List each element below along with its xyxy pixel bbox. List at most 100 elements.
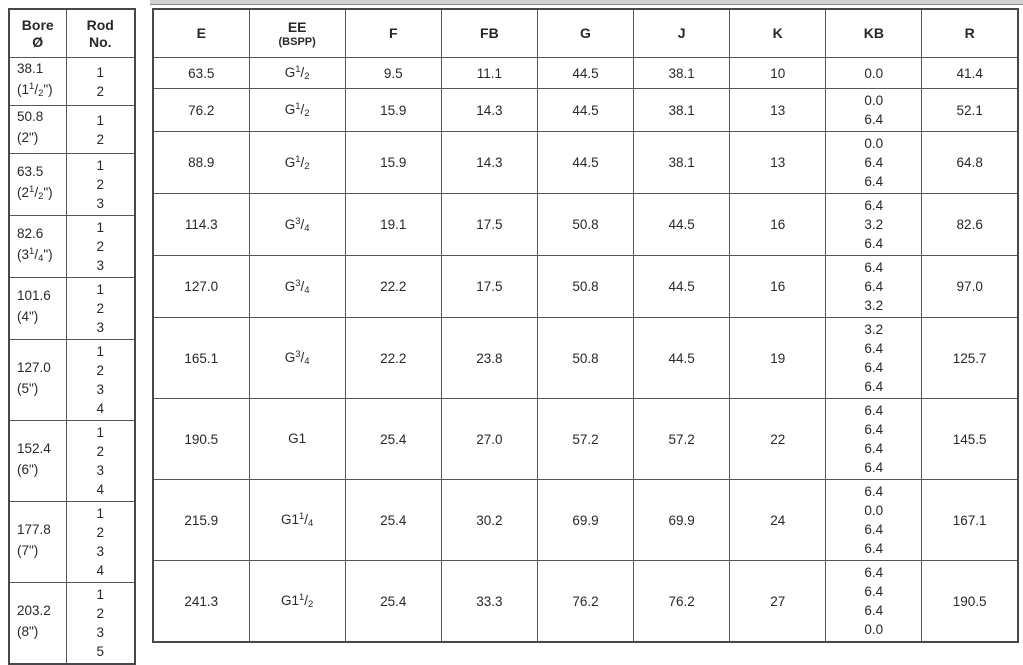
cell-bore: 101.6 (4"): [8, 277, 67, 340]
rod-number: 2: [96, 606, 104, 621]
cell-kb: 6.4 3.2 6.4: [825, 193, 923, 256]
cell-f: 15.9: [344, 131, 442, 194]
cell-rod-no: 1 2 3 4: [65, 420, 136, 502]
cell-g: 44.5: [536, 57, 635, 89]
cell-f: 22.2: [344, 255, 442, 318]
cell-k: 16: [729, 255, 827, 318]
kb-value: 6.4: [864, 484, 884, 499]
rod-number: 1: [96, 506, 104, 521]
rod-number: 1: [96, 64, 104, 80]
rod-number: 4: [96, 482, 104, 497]
kb-value: 6.4: [864, 236, 884, 251]
cell-j: 38.1: [633, 57, 731, 89]
rod-number: 1: [96, 344, 104, 359]
kb-value: 6.4: [864, 379, 884, 394]
kb-value: 3.2: [864, 298, 884, 313]
kb-value: 6.4: [864, 260, 884, 275]
cell-kb: 6.4 6.4 6.4 6.4: [825, 398, 923, 480]
table-row: 165.1 G3/4 22.2 23.8 50.8 44.5 19 3.2 6.4…: [152, 317, 1019, 399]
cell-g: 50.8: [536, 193, 635, 256]
cell-e: 63.5: [152, 57, 250, 89]
cell-r: 97.0: [921, 255, 1019, 318]
cell-j: 69.9: [633, 479, 731, 561]
cell-e: 127.0: [152, 255, 250, 318]
cell-fb: 23.8: [440, 317, 538, 399]
port-thread-size: G11/4: [280, 511, 314, 529]
kb-value: 6.4: [864, 441, 884, 456]
bore-diameter-mm: 127.0: [17, 359, 51, 375]
cell-bore: 82.6 (31/4"): [8, 215, 67, 278]
cell-bore: 127.0 (5"): [8, 339, 67, 421]
cell-k: 16: [729, 193, 827, 256]
cell-g: 50.8: [536, 317, 635, 399]
col-header-rod-no: Rod No.: [65, 8, 136, 58]
kb-value: 6.4: [864, 155, 884, 170]
col-header-e: E: [152, 8, 250, 58]
table-row: 203.2 (8") 1 2 3 5: [8, 582, 136, 665]
table-row: 152.4 (6") 1 2 3 4: [8, 420, 136, 502]
cell-k: 24: [729, 479, 827, 561]
cell-g: 44.5: [536, 88, 635, 132]
cell-e: 76.2: [152, 88, 250, 132]
rod-number: 2: [96, 525, 104, 540]
cell-ee: G1/2: [248, 88, 346, 132]
cell-rod-no: 1 2 3 4: [65, 339, 136, 421]
bore-diameter-mm: 101.6: [17, 288, 51, 303]
cell-j: 38.1: [633, 88, 731, 132]
cell-e: 215.9: [152, 479, 250, 561]
kb-value: 6.4: [864, 565, 884, 580]
kb-value: 6.4: [864, 112, 884, 127]
col-header-rod-line1: Rod: [86, 16, 114, 33]
cell-rod-no: 1 2 3: [65, 153, 136, 216]
bore-diameter-inch: (11/2"): [17, 81, 53, 99]
table-row: 63.5 (21/2") 1 2 3: [8, 153, 136, 216]
col-header-bore: Bore Ø: [8, 8, 67, 58]
cell-r: 41.4: [921, 57, 1019, 89]
bore-diameter-mm: 50.8: [17, 109, 44, 124]
rod-number: 3: [96, 382, 104, 397]
cell-r: 190.5: [921, 560, 1019, 643]
kb-value: 0.0: [864, 65, 884, 81]
cell-kb: 6.4 0.0 6.4 6.4: [825, 479, 923, 561]
table-row: 82.6 (31/4") 1 2 3: [8, 215, 136, 278]
bore-diameter-inch: (8"): [17, 623, 39, 639]
cell-j: 44.5: [633, 317, 731, 399]
rod-number: 1: [96, 220, 104, 235]
port-thread-size: G11/2: [280, 592, 314, 610]
kb-value: 0.0: [864, 503, 884, 518]
rod-number: 2: [96, 444, 104, 459]
cell-fb: 17.5: [440, 193, 538, 256]
cell-r: 52.1: [921, 88, 1019, 132]
cell-fb: 14.3: [440, 88, 538, 132]
cell-bore: 203.2 (8"): [8, 582, 67, 665]
kb-value: 6.4: [864, 422, 884, 437]
table-row: 215.9 G11/4 25.4 30.2 69.9 69.9 24 6.4 0.…: [152, 479, 1019, 561]
top-divider-strip: [150, 0, 1023, 5]
rod-number: 3: [96, 320, 104, 335]
table-row: 127.0 (5") 1 2 3 4: [8, 339, 136, 421]
bore-diameter-mm: 203.2: [17, 602, 51, 618]
port-thread-size: G3/4: [284, 349, 310, 367]
cell-kb: 3.2 6.4 6.4 6.4: [825, 317, 923, 399]
cell-rod-no: 1 2 3: [65, 277, 136, 340]
cell-kb: 6.4 6.4 6.4 0.0: [825, 560, 923, 643]
cell-fb: 30.2: [440, 479, 538, 561]
rod-number: 2: [96, 301, 104, 316]
header-row: E EE (BSPP) F FB G J K KB R: [152, 8, 1019, 58]
cell-fb: 11.1: [440, 57, 538, 89]
thread-standard-note: (BSPP): [278, 35, 316, 48]
cell-f: 9.5: [344, 57, 442, 89]
cell-bore: 50.8 (2"): [8, 105, 67, 154]
rod-number: 1: [96, 112, 104, 128]
rod-number: 1: [96, 158, 104, 173]
rod-number: 1: [96, 425, 104, 440]
rod-number: 2: [96, 363, 104, 378]
bore-diameter-mm: 177.8: [17, 521, 51, 537]
cell-rod-no: 1 2 3 5: [65, 582, 136, 665]
cell-f: 25.4: [344, 479, 442, 561]
